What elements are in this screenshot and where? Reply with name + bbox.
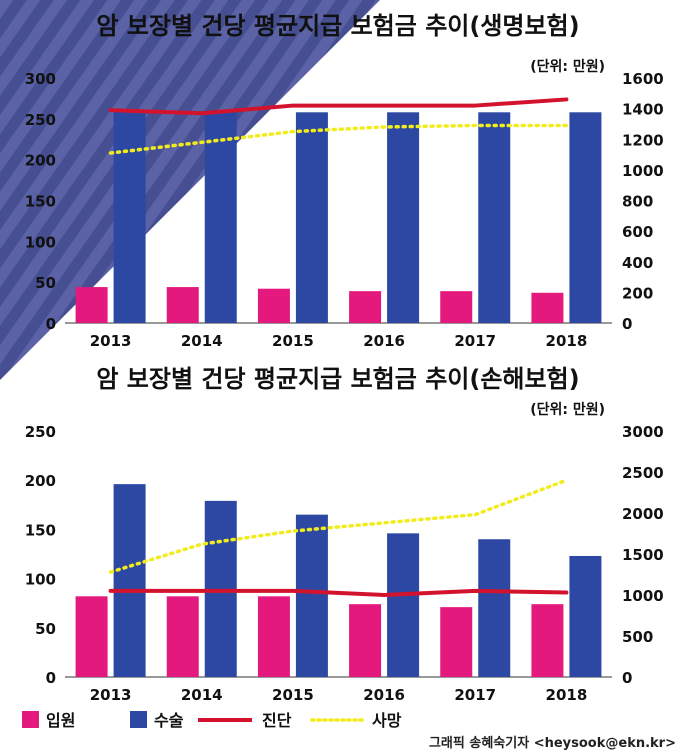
x-axis-category-label: 2014 <box>181 332 223 350</box>
right-axis-tick-label: 1500 <box>622 546 664 564</box>
bar-surgery <box>296 515 328 677</box>
bar-surgery <box>387 112 419 323</box>
x-axis-category-label: 2016 <box>363 686 405 704</box>
bar-inpatient <box>531 604 563 677</box>
x-axis-category-label: 2015 <box>272 686 314 704</box>
legend: 입원 수술 진단 사망 <box>22 711 402 730</box>
right-axis-tick-label: 1200 <box>622 131 664 149</box>
x-axis-category-label: 2014 <box>181 686 223 704</box>
bar-inpatient <box>531 293 563 323</box>
left-axis-tick-label: 0 <box>46 669 56 687</box>
legend-swatch-surgery <box>130 711 147 728</box>
bar-inpatient <box>167 287 199 323</box>
bar-inpatient <box>258 596 290 677</box>
left-axis-tick-label: 250 <box>25 423 56 441</box>
nonlife-chart-title: 암 보장별 건당 평균지급 보험금 추이(손해보험) <box>96 365 579 393</box>
left-axis-tick-label: 250 <box>25 111 56 129</box>
legend-label-inpatient: 입원 <box>46 711 75 730</box>
bar-inpatient <box>258 289 290 323</box>
bar-surgery <box>478 539 510 677</box>
x-axis-category-label: 2017 <box>454 332 496 350</box>
bar-surgery <box>114 112 146 323</box>
bar-inpatient <box>76 596 108 677</box>
bar-surgery <box>478 112 510 323</box>
x-axis-category-label: 2013 <box>90 686 132 704</box>
left-axis-tick-label: 200 <box>25 472 56 490</box>
left-axis-tick-label: 50 <box>35 620 56 638</box>
legend-swatch-inpatient <box>22 711 39 728</box>
bar-surgery <box>205 112 237 323</box>
left-axis-tick-label: 150 <box>25 193 56 211</box>
life-chart-title: 암 보장별 건당 평균지급 보험금 추이(생명보험) <box>96 12 579 40</box>
right-axis-tick-label: 500 <box>622 628 653 646</box>
x-axis-category-label: 2016 <box>363 332 405 350</box>
bar-surgery <box>569 556 601 677</box>
life-chart-unit: (단위: 만원) <box>530 58 605 75</box>
x-axis-category-label: 2017 <box>454 686 496 704</box>
bar-inpatient <box>76 287 108 323</box>
bar-surgery <box>296 112 328 323</box>
right-axis-tick-label: 2500 <box>622 464 664 482</box>
life-insurance-chart: 0 50 100 150 200 250 300 0 200 400 600 800 1000 1200 1… <box>25 70 664 350</box>
right-axis-tick-label: 3000 <box>622 423 664 441</box>
bar-inpatient <box>167 596 199 677</box>
left-axis-tick-label: 50 <box>35 274 56 292</box>
right-axis-tick-label: 1400 <box>622 101 664 119</box>
right-axis-tick-label: 1000 <box>622 162 664 180</box>
nonlife-chart-unit: (단위: 만원) <box>530 401 605 418</box>
left-axis-tick-label: 0 <box>46 315 56 333</box>
bar-surgery <box>569 112 601 323</box>
right-axis-tick-label: 800 <box>622 193 653 211</box>
bar-surgery <box>114 484 146 677</box>
left-axis-tick-label: 300 <box>25 70 56 88</box>
right-axis-tick-label: 0 <box>622 315 632 333</box>
left-axis-tick-label: 100 <box>25 571 56 589</box>
left-axis-tick-label: 100 <box>25 233 56 251</box>
bar-inpatient <box>440 607 472 677</box>
left-axis-tick-label: 150 <box>25 521 56 539</box>
graphic-credit: 그래픽 송혜숙기자 <heysook@ekn.kr> <box>429 735 676 751</box>
left-axis-tick-label: 200 <box>25 152 56 170</box>
x-axis-category-label: 2013 <box>90 332 132 350</box>
bar-surgery <box>387 533 419 677</box>
nonlife-insurance-chart: 0501001502002500500100015002000250030002… <box>25 423 664 704</box>
right-axis-tick-label: 2000 <box>622 505 664 523</box>
legend-label-surgery: 수술 <box>154 711 184 730</box>
right-axis-tick-label: 0 <box>622 669 632 687</box>
bar-inpatient <box>349 604 381 677</box>
x-axis-category-label: 2018 <box>546 332 588 350</box>
right-axis-tick-label: 400 <box>622 254 653 272</box>
legend-label-death: 사망 <box>372 711 402 730</box>
right-axis-tick-label: 200 <box>622 284 653 302</box>
right-axis-tick-label: 1000 <box>622 587 664 605</box>
bar-inpatient <box>440 291 472 323</box>
right-axis-tick-label: 600 <box>622 223 653 241</box>
bar-inpatient <box>349 291 381 323</box>
x-axis-category-label: 2015 <box>272 332 314 350</box>
right-axis-tick-label: 1600 <box>622 70 664 88</box>
legend-label-diagnosis: 진단 <box>262 711 292 730</box>
x-axis-category-label: 2018 <box>546 686 588 704</box>
